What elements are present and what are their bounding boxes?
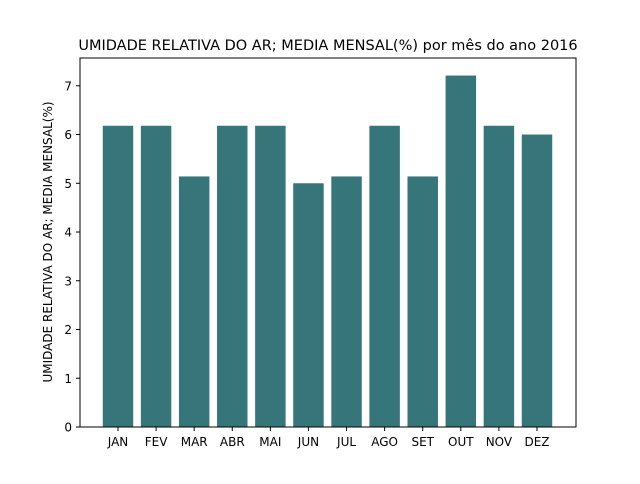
x-tick-label: JAN <box>107 435 129 449</box>
y-tick-label: 2 <box>64 323 72 337</box>
plot-frame <box>79 57 577 428</box>
chart-title: UMIDADE RELATIVA DO AR; MEDIA MENSAL(%) … <box>78 38 577 54</box>
bar-dez <box>521 134 553 427</box>
y-tick-label: 1 <box>64 372 72 386</box>
x-tick-label: FEV <box>145 435 168 449</box>
y-tick-label: 7 <box>64 79 72 93</box>
y-tick-label: 0 <box>64 421 72 435</box>
x-tick-label: JUL <box>336 435 356 449</box>
x-tick-label: NOV <box>486 435 513 449</box>
x-tick-label: AGO <box>371 435 398 449</box>
bar-fev <box>140 125 172 427</box>
bar-mai <box>255 125 286 427</box>
x-tick-label: DEZ <box>524 435 549 449</box>
bars-group <box>102 75 553 428</box>
bar-ago <box>369 125 400 427</box>
y-tick-label: 3 <box>64 274 72 288</box>
x-tick-label: OUT <box>448 435 474 449</box>
bar-nov <box>483 125 515 427</box>
x-tick-label: JUN <box>297 435 319 449</box>
y-tick-label: 5 <box>64 177 72 191</box>
x-tick-label: MAR <box>181 435 208 449</box>
bar-jul <box>331 176 362 427</box>
x-tick-label: MAI <box>259 435 281 449</box>
x-tick-label: SET <box>411 435 434 449</box>
x-tick-label: ABR <box>220 435 245 449</box>
bar-set <box>407 176 438 427</box>
y-tick-label: 4 <box>64 226 72 240</box>
bar-jun <box>293 183 324 427</box>
bar-abr <box>217 125 248 427</box>
x-axis-ticks: JAN FEV MAR ABR MAI JUN JUL AGO SET OUT NOV DEZ <box>107 427 550 449</box>
bar-out <box>445 75 477 428</box>
bar-jan <box>102 125 134 427</box>
y-axis-label: UMIDADE RELATIVA DO AR; MEDIA MENSAL(%) <box>41 101 55 382</box>
y-tick-label: 6 <box>64 128 72 142</box>
y-axis-ticks: 0 1 2 3 4 5 6 7 <box>64 79 80 435</box>
bar-mar <box>178 176 210 427</box>
